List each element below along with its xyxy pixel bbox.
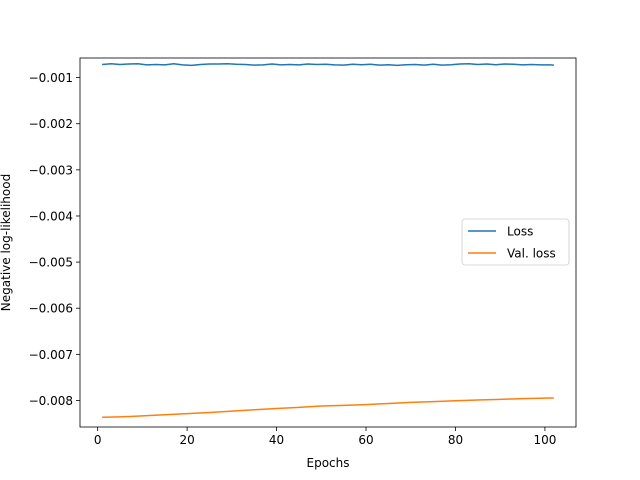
y-tick-label: −0.004 — [29, 209, 73, 223]
series-line-1 — [102, 397, 554, 419]
y-tick-label: −0.006 — [29, 302, 73, 316]
x-tick-label: 80 — [448, 433, 463, 447]
y-axis-label: Negative log-likelihood — [0, 174, 13, 311]
legend: Loss Val. loss — [461, 218, 570, 266]
y-tick-label: −0.002 — [29, 117, 73, 131]
y-axis-ticks: −0.008 −0.007 −0.006 −0.005 −0.004 −0.003 −0.0… — [29, 71, 80, 408]
x-axis-ticks: 0 20 40 60 80 100 — [94, 427, 556, 447]
series-line-0 — [102, 63, 554, 67]
y-tick-label: −0.003 — [29, 163, 73, 177]
axes-frame — [79, 57, 577, 428]
x-tick-label: 40 — [269, 433, 284, 447]
legend-label: Val. loss — [507, 247, 556, 261]
x-tick-label: 100 — [533, 433, 556, 447]
y-tick-label: −0.001 — [29, 71, 73, 85]
legend-label: Loss — [507, 225, 533, 239]
x-tick-label: 0 — [94, 433, 102, 447]
x-tick-label: 20 — [179, 433, 194, 447]
y-tick-label: −0.005 — [29, 256, 73, 270]
x-axis-label: Epochs — [307, 456, 350, 470]
series-layer — [102, 63, 554, 419]
x-tick-label: 60 — [358, 433, 373, 447]
y-tick-label: −0.007 — [29, 348, 73, 362]
y-tick-label: −0.008 — [29, 394, 73, 408]
